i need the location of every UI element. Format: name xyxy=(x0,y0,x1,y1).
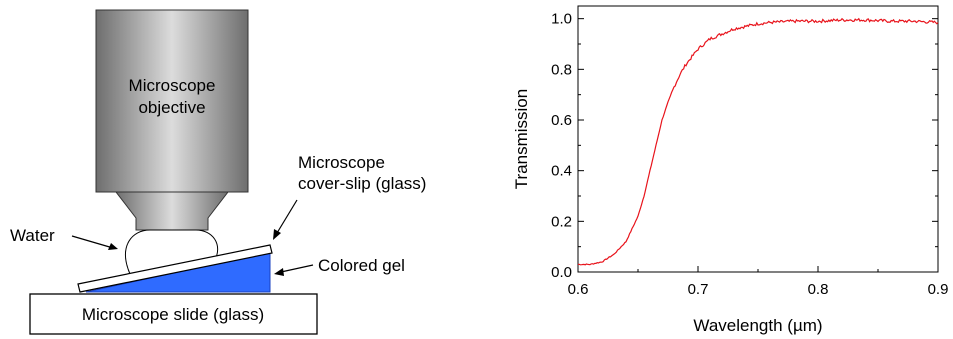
objective-tip xyxy=(114,191,230,231)
water-label: Water xyxy=(10,226,55,245)
coverslip-label-line2: cover-slip (glass) xyxy=(298,174,426,193)
y-tick-label: 0.0 xyxy=(551,264,572,281)
objective-label-line2: objective xyxy=(138,98,205,117)
gel-label: Colored gel xyxy=(318,256,405,275)
slide-label: Microscope slide (glass) xyxy=(82,305,264,324)
y-tick-label: 0.2 xyxy=(551,213,572,230)
cover-slip xyxy=(77,244,273,293)
microscope-objective xyxy=(95,9,249,193)
gel-arrowhead xyxy=(274,268,284,276)
y-tick-label: 0.6 xyxy=(551,112,572,129)
water-arrow xyxy=(71,235,114,249)
transmission-chart: 0.6 0.7 0.8 0.9 0.0 0.2 0.4 0.6 0.8 1.0 Waveleng… xyxy=(512,5,949,335)
plot-frame xyxy=(577,5,939,273)
coverslip-label-line1: Microscope xyxy=(298,153,385,172)
x-axis-ticks: 0.6 0.7 0.8 0.9 xyxy=(568,266,949,298)
y-tick-label: 0.4 xyxy=(551,163,572,180)
x-tick-label: 0.8 xyxy=(808,281,829,298)
x-tick-label: 0.7 xyxy=(688,281,709,298)
objective-label-line1: Microscope xyxy=(129,76,216,95)
y-axis-ticks: 0.0 0.2 0.4 0.6 0.8 1.0 xyxy=(551,11,938,281)
y-tick-label: 1.0 xyxy=(551,11,572,28)
coverslip-arrow xyxy=(276,199,298,234)
series-line-transmission xyxy=(577,17,939,266)
setup-diagram: Microscope objective Microscope slide (g… xyxy=(10,9,426,335)
x-tick-label: 0.9 xyxy=(928,281,949,298)
microscope-slide xyxy=(29,293,318,335)
gel-arrow xyxy=(280,264,314,273)
x-tick-label: 0.6 xyxy=(568,281,589,298)
y-axis-label: Transmission xyxy=(512,89,531,189)
y-tick-label: 0.8 xyxy=(551,61,572,78)
coverslip-arrowhead xyxy=(273,229,281,240)
water-arrowhead xyxy=(108,243,118,250)
x-axis-label: Wavelength (µm) xyxy=(693,316,822,335)
